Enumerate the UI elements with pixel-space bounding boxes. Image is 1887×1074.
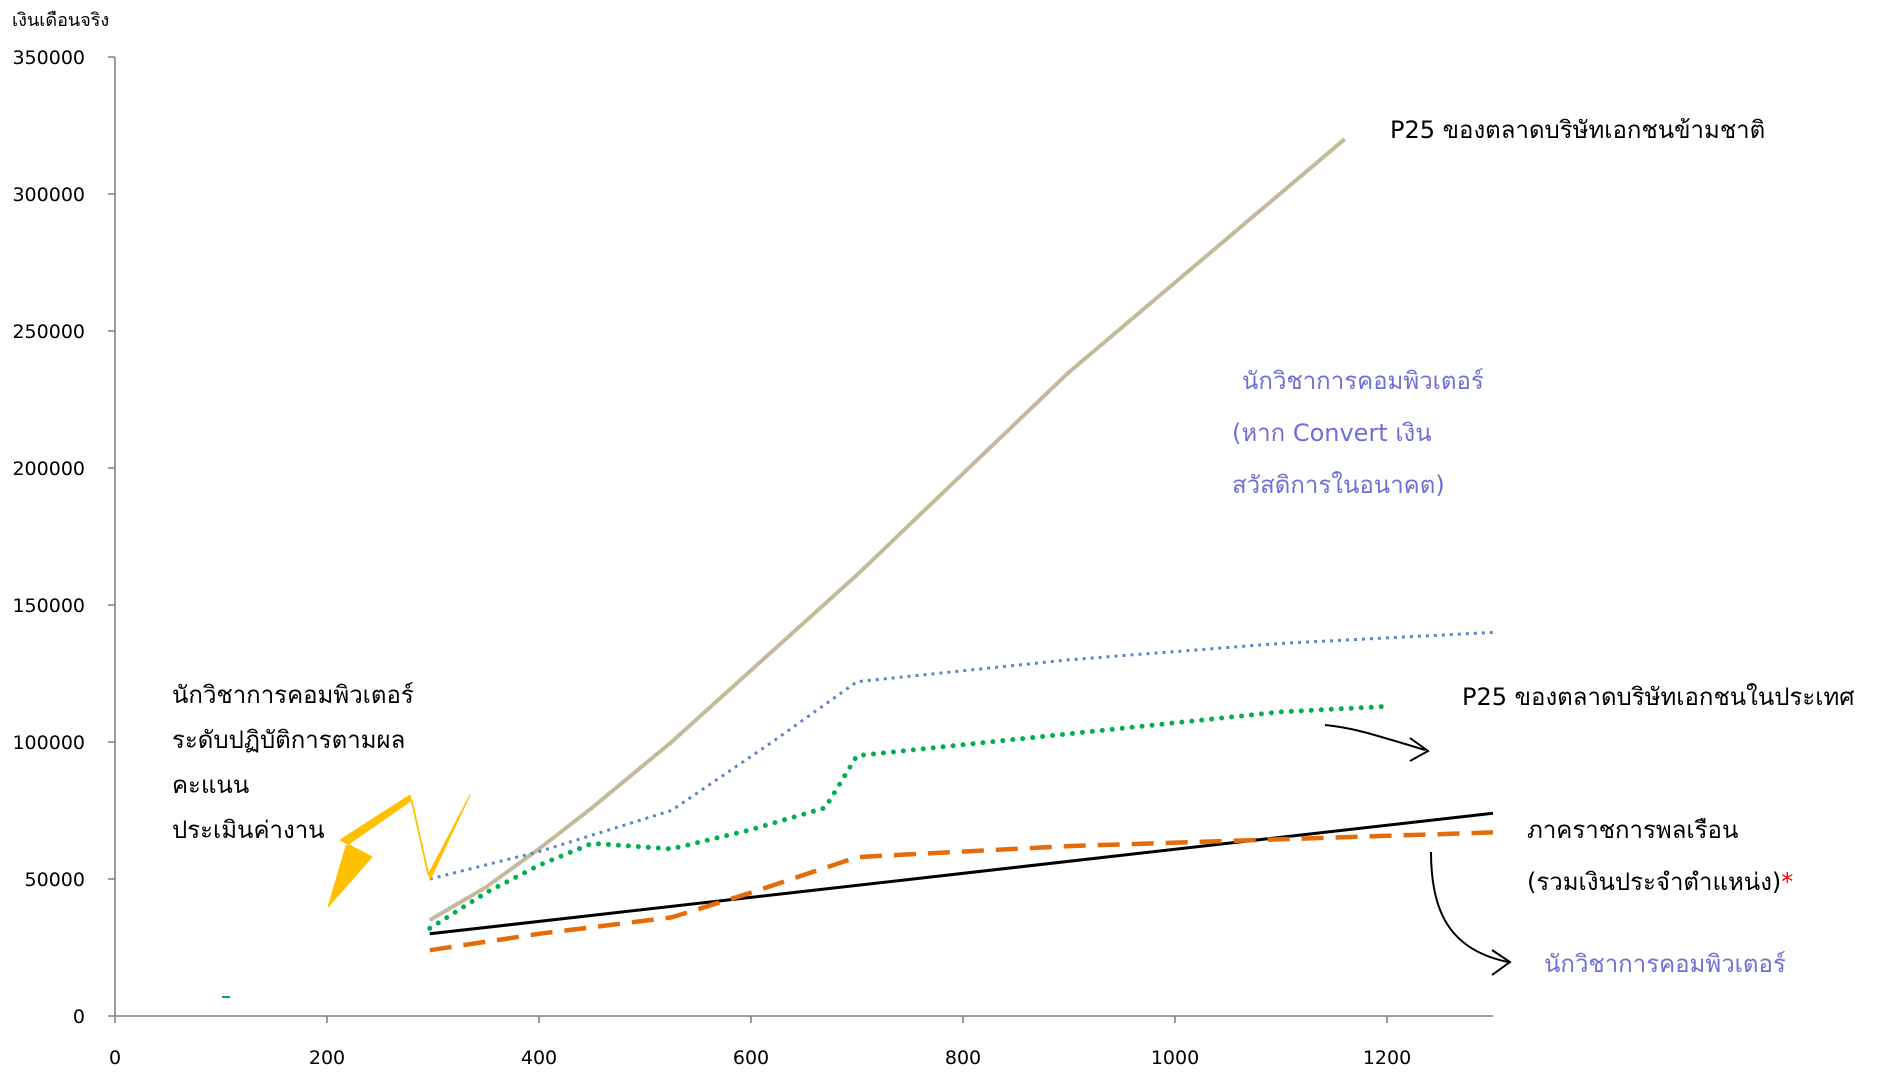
label-left-1: นักวิชาการคอมพิวเตอร์ [172,681,414,709]
axes [114,57,1493,1017]
label-convert-3: สวัสดิการในอนาคต) [1232,471,1445,499]
label-civil-2: (รวมเงินประจำตำแหน่ง)* [1527,868,1793,896]
y-axis-title: เงินเดือนจริง [12,10,109,31]
y-tick-label: 350000 [12,47,85,69]
label-convert-2: (หาก Convert เงิน [1232,419,1432,447]
domestic-p25-line [427,703,1390,931]
yellow-arrow-icon [327,794,471,908]
label-civil-1: ภาคราชการพลเรือน [1527,816,1738,844]
y-tick-label: 100000 [12,732,85,754]
x-tick-label: 600 [733,1047,769,1069]
y-tick-label: 0 [73,1006,85,1028]
x-tick-label: 200 [309,1047,345,1069]
label-mnc-p25: P25 ของตลาดบริษัทเอกชนข้ามชาติ [1390,116,1765,144]
y-tick-label: 150000 [12,595,85,617]
label-left-3: คะแนน [172,771,249,799]
y-tick-label: 50000 [25,869,85,891]
label-left-4: ประเมินค่างาน [172,816,325,844]
label-left-2: ระดับปฏิบัติการตามผล [172,726,405,754]
civil-service-line [429,811,1494,936]
x-tick-label: 1000 [1151,1047,1199,1069]
convert-line [429,630,1494,881]
computer-scientist-line [429,830,1494,953]
y-tick-label: 300000 [12,184,85,206]
x-tick-label: 800 [945,1047,981,1069]
y-tick-label: 250000 [12,321,85,343]
label-convert-1: นักวิชาการคอมพิวเตอร์ [1242,367,1484,395]
x-tick-label: 0 [109,1047,121,1069]
x-tick-label: 400 [521,1047,557,1069]
domestic-arrow [1324,724,1430,762]
mnc-p25-line [428,137,1346,922]
y-tick-label: 200000 [12,458,85,480]
series-group [427,137,1494,953]
asterisk-mark: * [1781,868,1793,896]
label-domestic-p25: P25 ของตลาดบริษัทเอกชนในประเทศ [1462,683,1855,711]
label-computer: นักวิชาการคอมพิวเตอร์ [1544,950,1786,978]
label-civil-1-text: ภาคราชการพลเรือน [1527,816,1738,844]
x-tick-label: 1200 [1363,1047,1411,1069]
label-civil-2-text: (รวมเงินประจำตำแหน่ง) [1527,868,1781,896]
ticks: 0 50000 100000 150000 200000 250000 300000 3500… [12,47,1411,1069]
computer-arrow [1430,851,1512,976]
